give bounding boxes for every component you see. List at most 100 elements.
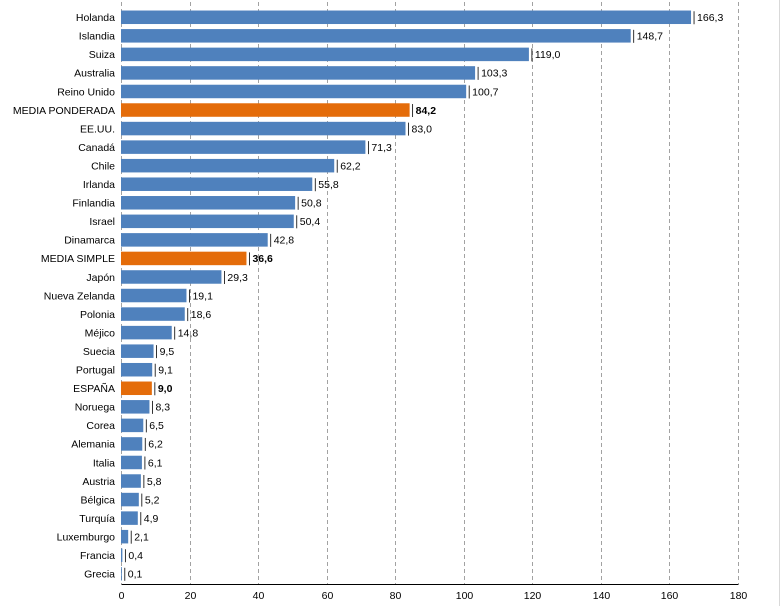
category-label-media-simple: MEDIA SIMPLE [41, 253, 115, 265]
x-tick-label-40: 40 [253, 590, 265, 602]
category-label-reino-unido: Reino Unido [57, 86, 115, 98]
value-label-austria: 5,8 [147, 476, 162, 488]
category-label-islandia: Islandia [79, 31, 115, 43]
category-label-irlanda: Irlanda [83, 179, 115, 191]
x-tick-label-100: 100 [456, 590, 474, 602]
bar-israel [121, 214, 294, 229]
category-label-nueva-zelanda: Nueva Zelanda [44, 290, 115, 302]
value-label-corea: 6,5 [149, 420, 164, 432]
value-label-israel: 50,4 [300, 216, 321, 228]
category-label-turquia: Turquía [79, 513, 115, 525]
category-label-polonia: Polonia [80, 309, 115, 321]
bar-canada [121, 140, 366, 154]
bars [121, 10, 692, 581]
bar-mejico [121, 325, 172, 340]
bar-polonia [121, 307, 185, 321]
bar-italia [121, 455, 142, 470]
right-edge-divider [779, 0, 780, 606]
bar-austria [121, 474, 141, 488]
category-label-finlandia: Finlandia [72, 198, 115, 210]
value-label-espana: 9,0 [158, 383, 173, 395]
category-label-francia: Francia [80, 550, 115, 562]
category-label-mejico: Méjico [85, 327, 116, 339]
value-label-chile: 62,2 [340, 160, 361, 172]
value-label-media-ponderada: 84,2 [416, 105, 437, 117]
bar-francia [121, 548, 123, 562]
value-label-portugal: 9,1 [158, 365, 173, 377]
category-label-ee-uu: EE.UU. [80, 123, 115, 135]
value-label-turquia: 4,9 [144, 513, 159, 525]
value-label-francia: 0,4 [128, 550, 143, 562]
category-label-israel: Israel [89, 216, 115, 228]
bar-irlanda [121, 177, 313, 191]
bar-portugal [121, 362, 153, 377]
category-label-dinamarca: Dinamarca [64, 235, 115, 247]
category-label-media-ponderada: MEDIA PONDERADA [13, 105, 115, 117]
bar-ee-uu [121, 121, 406, 136]
bar-noruega [121, 400, 150, 414]
bar-islandia [121, 29, 631, 43]
bar-holanda [121, 10, 692, 25]
value-label-suiza: 119,0 [535, 49, 561, 61]
bar-nueva-zelanda [121, 288, 187, 303]
category-label-portugal: Portugal [76, 365, 115, 377]
category-label-austria: Austria [82, 476, 115, 488]
value-label-italia: 6,1 [148, 457, 163, 469]
bar-alemania [121, 437, 143, 451]
category-label-japon: Japón [86, 272, 115, 284]
category-label-holanda: Holanda [76, 12, 115, 24]
bar-chile [121, 158, 335, 173]
category-labels: Holanda Islandia Suiza Australia Reino Unido… [13, 12, 115, 581]
bar-finlandia [121, 196, 296, 210]
value-label-noruega: 8,3 [155, 402, 170, 414]
value-label-grecia: 0,1 [128, 569, 143, 581]
category-label-canada: Canadá [78, 142, 115, 154]
bar-reino-unido [121, 84, 467, 99]
value-label-dinamarca: 42,8 [274, 235, 295, 247]
category-label-alemania: Alemania [71, 439, 115, 451]
category-label-italia: Italia [93, 457, 115, 469]
bar-japon [121, 270, 222, 284]
grid-lines [121, 2, 739, 584]
value-label-ee-uu: 83,0 [412, 123, 433, 135]
value-label-holanda: 166,3 [697, 12, 723, 24]
value-labels: 166,3 148,7 119,0 103,3 100,7 84,2 83,0 71,3 62,… [124, 11, 723, 581]
category-label-noruega: Noruega [75, 402, 115, 414]
bar-corea [121, 418, 144, 433]
bar-australia [121, 66, 476, 80]
x-tick-label-160: 160 [661, 590, 679, 602]
value-label-mejico: 14,8 [178, 327, 199, 339]
value-label-belgica: 5,2 [145, 494, 160, 506]
x-tick-label-120: 120 [524, 590, 542, 602]
bar-grecia [121, 567, 122, 581]
value-label-media-simple: 36,6 [252, 253, 273, 265]
value-label-suecia: 9,5 [160, 346, 175, 358]
bar-luxemburgo [121, 529, 129, 544]
bar-belgica [121, 492, 139, 507]
bar-espana [121, 381, 152, 396]
x-tick-label-20: 20 [185, 590, 197, 602]
category-label-belgica: Bélgica [81, 494, 116, 506]
bar-dinamarca [121, 233, 268, 247]
x-axis: 0 20 40 60 80 100 120 140 160 180 [119, 584, 748, 602]
value-label-nueva-zelanda: 19,1 [192, 290, 213, 302]
value-label-alemania: 6,2 [148, 439, 163, 451]
value-label-islandia: 148,7 [637, 31, 663, 43]
x-tick-label-180: 180 [730, 590, 748, 602]
category-label-chile: Chile [91, 160, 115, 172]
category-label-grecia: Grecia [84, 569, 115, 581]
bar-suecia [121, 344, 154, 358]
category-label-suecia: Suecia [83, 346, 115, 358]
category-label-corea: Corea [86, 420, 115, 432]
value-label-finlandia: 50,8 [301, 198, 322, 210]
value-label-reino-unido: 100,7 [472, 86, 498, 98]
value-label-japon: 29,3 [227, 272, 248, 284]
x-tick-label-80: 80 [390, 590, 402, 602]
value-label-canada: 71,3 [371, 142, 392, 154]
bar-media-simple [121, 251, 247, 266]
bar-media-ponderada [121, 103, 410, 117]
x-tick-label-0: 0 [119, 590, 125, 602]
x-tick-label-140: 140 [593, 590, 611, 602]
category-label-australia: Australia [74, 68, 115, 80]
